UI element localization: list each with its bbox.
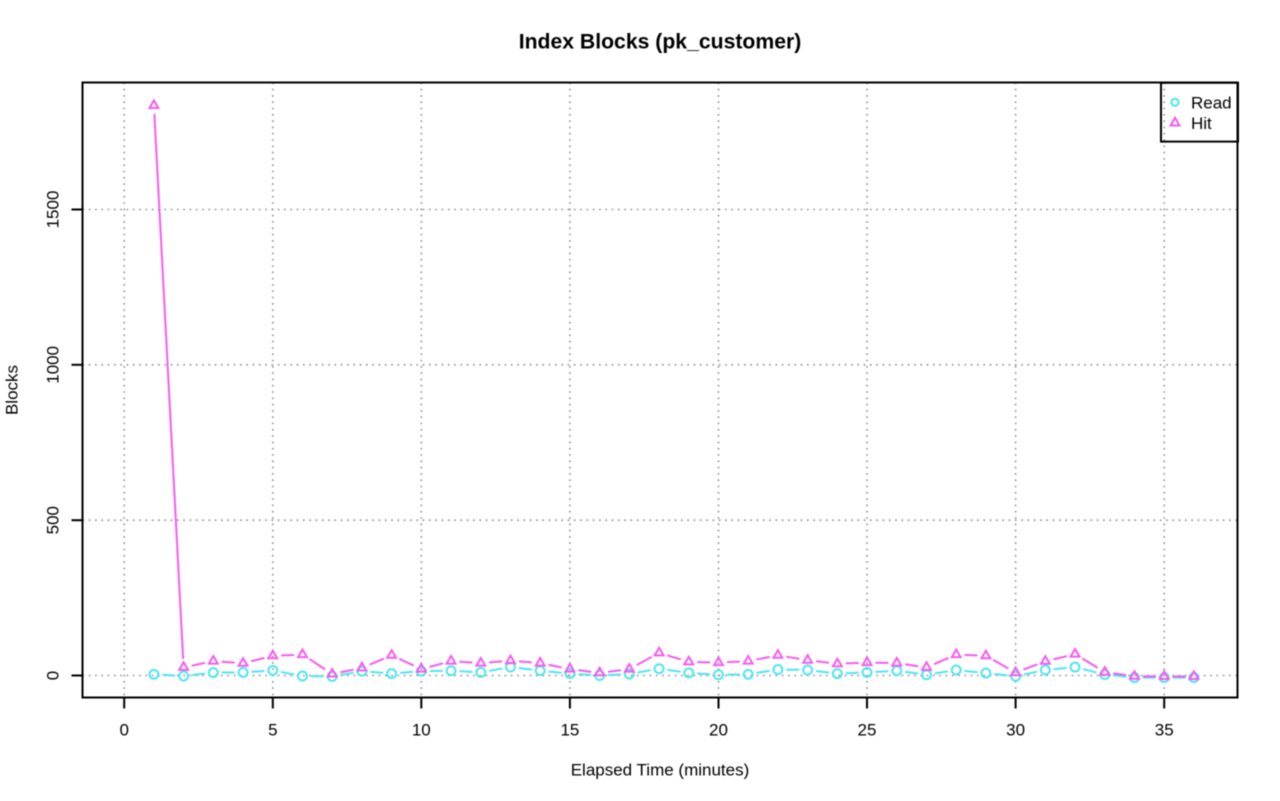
svg-text:0: 0 <box>119 721 128 740</box>
svg-text:1000: 1000 <box>44 346 63 384</box>
svg-text:10: 10 <box>412 721 431 740</box>
svg-text:25: 25 <box>858 721 877 740</box>
svg-text:Blocks: Blocks <box>3 365 22 415</box>
svg-text:Elapsed Time (minutes): Elapsed Time (minutes) <box>571 761 750 780</box>
svg-text:Hit: Hit <box>1191 114 1212 133</box>
svg-text:500: 500 <box>44 506 63 534</box>
svg-text:35: 35 <box>1155 721 1174 740</box>
svg-text:Read: Read <box>1191 93 1232 112</box>
svg-text:15: 15 <box>560 721 579 740</box>
svg-text:1500: 1500 <box>44 191 63 229</box>
svg-text:20: 20 <box>709 721 728 740</box>
svg-text:Index Blocks (pk_customer): Index Blocks (pk_customer) <box>519 31 802 54</box>
svg-text:5: 5 <box>268 721 277 740</box>
svg-text:30: 30 <box>1006 721 1025 740</box>
svg-text:0: 0 <box>44 671 63 680</box>
